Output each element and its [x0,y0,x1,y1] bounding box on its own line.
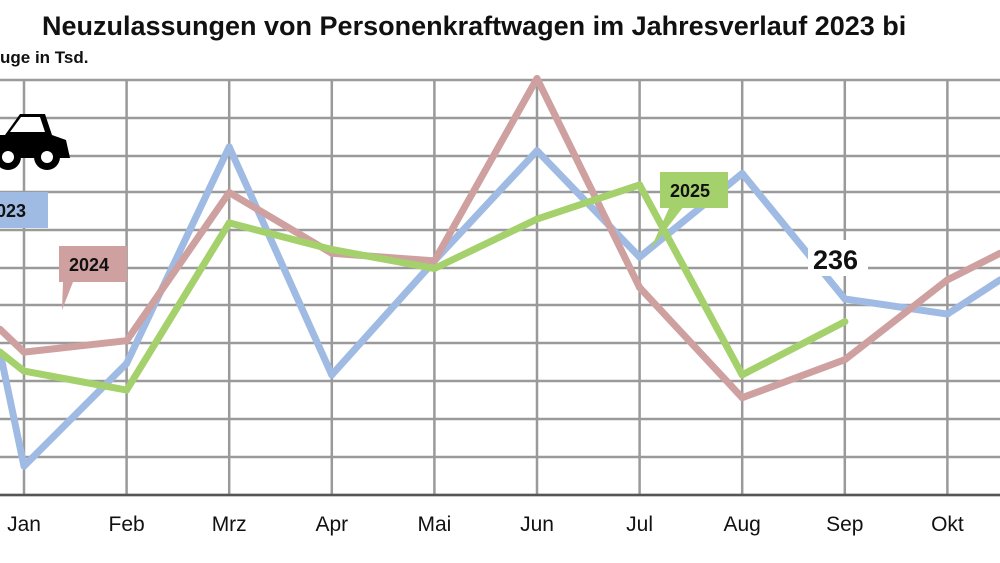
x-tick-label: Sep [826,513,863,536]
data-point-2024 [636,284,644,291]
data-point-2025 [636,181,644,189]
grid [0,78,1000,497]
data-point-2025 [123,386,131,394]
data-point-2024 [841,356,849,364]
x-tick-label: Mrz [212,513,247,536]
data-point-2023 [20,462,28,470]
series-line-2023 [0,143,1000,470]
data-point-2023 [225,143,233,151]
y-axis-label: uge in Tsd. [0,48,88,67]
x-tick-label: Jun [520,513,554,536]
label-2023: 2023 [0,192,48,228]
data-point-2024 [533,75,541,82]
car-icon [0,114,70,170]
data-point-2024 [430,257,438,265]
data-point-2024 [123,337,131,345]
x-axis-ticks: Jan Feb Mrz Apr Mai Jun Jul Aug Sep Okt [7,513,964,536]
data-point-2023 [533,147,541,155]
data-point-2025 [841,318,849,326]
data-point-2023 [738,170,746,177]
x-tick-label: Jan [7,513,41,536]
data-point-2025 [225,219,233,227]
data-point-2025 [533,215,541,223]
data-point-2025 [20,367,28,375]
data-point-2025 [328,246,336,253]
x-tick-label: Apr [315,513,348,536]
label-2024-text: 2024 [69,255,109,275]
data-point-2024 [738,394,746,402]
x-tick-label: Mai [417,513,451,536]
x-tick-label: Aug [724,513,761,536]
data-point-2024 [943,276,951,284]
series-lines [0,75,1000,470]
data-point-2023 [636,253,644,261]
label-2024: 2024 [59,246,127,310]
label-2025-text: 2025 [670,181,710,201]
x-tick-label: Jul [626,513,653,536]
data-point-2023 [943,310,951,318]
data-point-2025 [430,265,438,272]
label-2025: 2025 [650,172,728,250]
label-2023-text: 2023 [0,201,26,221]
data-point-2023 [123,360,131,367]
x-tick-label: Feb [109,513,145,536]
data-point-2025 [738,371,746,379]
data-point-2023 [841,295,849,303]
value-label: 236 [808,240,868,276]
series-line-2024 [0,75,1000,402]
data-point-2023 [328,371,336,379]
data-point-2024 [20,348,28,356]
value-label-text: 236 [813,245,858,275]
data-point-2024 [225,189,233,196]
series-line-2025 [0,181,849,394]
x-tick-label: Okt [931,513,964,536]
chart-title: Neuzulassungen von Personenkraftwagen im… [42,11,906,41]
